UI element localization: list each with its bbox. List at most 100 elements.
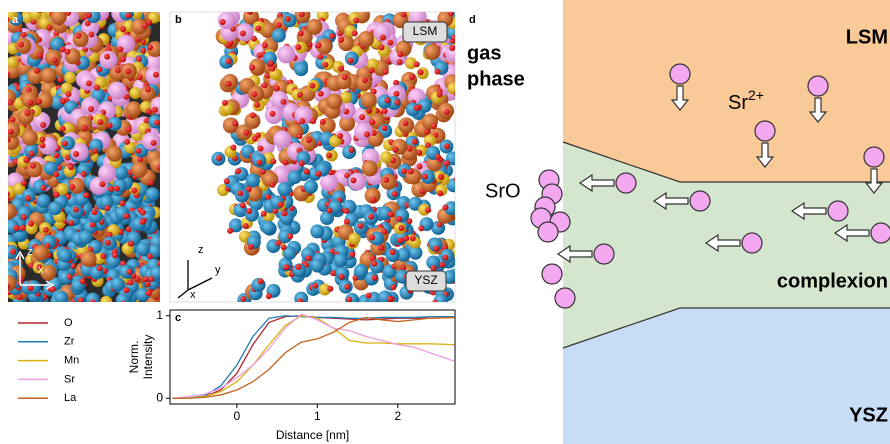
region-label: complexion [777, 270, 888, 292]
atom [403, 235, 409, 241]
atom [104, 54, 110, 60]
atom [246, 173, 260, 187]
atom [348, 147, 354, 153]
atom [346, 296, 352, 302]
atom [369, 67, 375, 73]
atom [90, 299, 96, 305]
atom [126, 269, 132, 275]
atom [418, 225, 424, 231]
atom [388, 211, 394, 217]
atom [131, 162, 147, 178]
atom [43, 227, 49, 233]
atom [339, 274, 345, 280]
atom [342, 145, 356, 159]
atom [287, 233, 293, 239]
atom [254, 102, 260, 108]
atom [246, 208, 252, 214]
atom [387, 296, 393, 302]
atom [79, 230, 93, 244]
atom [370, 197, 376, 203]
sr-ion [864, 147, 884, 167]
axis-label: x [190, 289, 196, 301]
atom [88, 31, 94, 37]
atom [22, 130, 38, 146]
atom [358, 31, 374, 47]
atom [430, 265, 436, 271]
atom [108, 82, 126, 100]
atom [318, 91, 324, 97]
atom [58, 248, 72, 262]
atom [115, 67, 121, 73]
atom [270, 158, 276, 164]
atom [112, 252, 118, 258]
atom [362, 77, 368, 83]
atom [343, 208, 349, 214]
atom [36, 99, 42, 105]
ion-base: Sr [728, 92, 748, 114]
y-tick-label: 1 [156, 308, 163, 322]
atom [299, 160, 305, 166]
atom [384, 97, 390, 103]
atom [105, 205, 111, 211]
atom [68, 220, 74, 226]
atom [269, 66, 275, 72]
atom [257, 278, 263, 284]
atom [299, 11, 305, 17]
atom [277, 45, 295, 63]
panel-label: b [175, 14, 182, 26]
atom [140, 219, 146, 225]
atom [268, 60, 274, 66]
atom [401, 11, 407, 17]
atom [136, 56, 142, 62]
atom [116, 293, 130, 307]
atom [392, 147, 398, 153]
atom [91, 209, 97, 215]
atom [83, 192, 89, 198]
atom [48, 201, 62, 215]
atom [297, 92, 303, 98]
atom [54, 152, 60, 158]
atom [4, 72, 10, 78]
atom [284, 264, 290, 270]
sr-ion [670, 64, 690, 84]
atom [216, 155, 222, 161]
atom [387, 40, 393, 46]
atom [41, 67, 57, 83]
atom [295, 44, 301, 50]
atom [25, 195, 31, 201]
atom [437, 92, 443, 98]
gas-phase-label: gas [467, 42, 501, 64]
atom [294, 62, 308, 76]
atom [125, 12, 131, 18]
atom [86, 80, 92, 86]
atom [310, 258, 324, 272]
atom [4, 191, 10, 197]
atom [222, 100, 228, 106]
atom [438, 174, 444, 180]
oxide-label: SrO [485, 180, 521, 202]
atom [379, 45, 385, 51]
atom [359, 114, 365, 120]
atom [397, 59, 403, 65]
atom [69, 184, 75, 190]
atom [22, 303, 28, 309]
atom [394, 99, 400, 105]
atom [304, 180, 318, 194]
atom [299, 118, 305, 124]
atom [10, 117, 16, 123]
atom [73, 31, 89, 47]
atom [362, 160, 378, 176]
atom [36, 194, 50, 208]
plot-frame [170, 310, 455, 404]
atom [352, 30, 358, 36]
atom [382, 108, 388, 114]
panel-label: c [175, 312, 181, 324]
panel-b [170, 6, 463, 309]
atom [414, 105, 420, 111]
atom [57, 77, 63, 83]
x-tick-label: 0 [233, 409, 240, 423]
atom [240, 202, 246, 208]
atom [442, 255, 448, 261]
atom [64, 72, 76, 84]
atom [372, 275, 378, 281]
